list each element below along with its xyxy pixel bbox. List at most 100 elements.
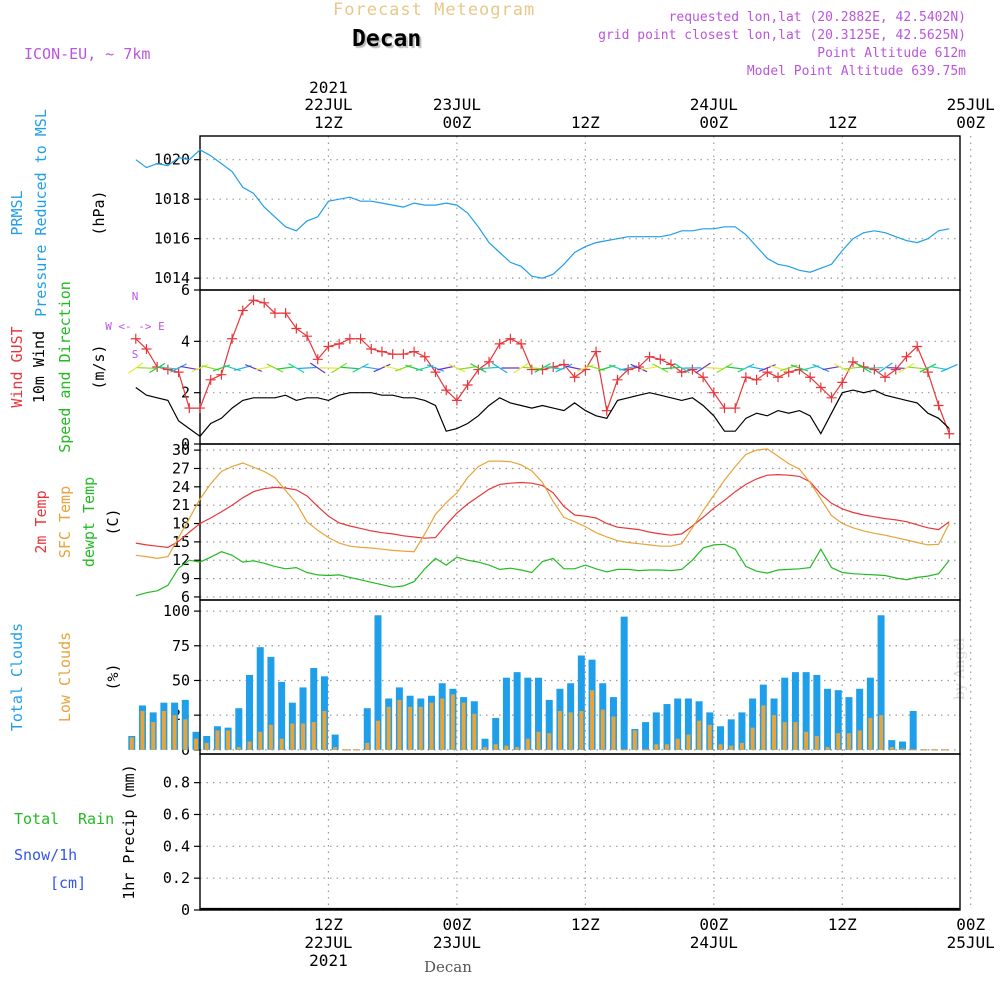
wind-arrow bbox=[661, 366, 681, 370]
y-tick-label: 0 bbox=[181, 435, 190, 453]
gust-marker bbox=[687, 364, 698, 375]
total-cloud-bar bbox=[717, 726, 725, 750]
wind-arrow bbox=[695, 362, 711, 374]
wind-arrow bbox=[843, 366, 862, 370]
gust-marker bbox=[526, 364, 537, 375]
low-cloud-bar bbox=[879, 715, 884, 750]
low-cloud-bar bbox=[161, 710, 166, 750]
total-cloud-bar bbox=[856, 688, 864, 750]
y-tick-label: 21 bbox=[172, 496, 190, 514]
low-cloud-bar bbox=[311, 722, 316, 750]
wind-arrow bbox=[448, 363, 466, 373]
wind-arrow bbox=[608, 364, 627, 372]
low-cloud-bar bbox=[772, 715, 777, 750]
wind-arrow bbox=[470, 363, 487, 373]
model-altitude: Model Point Altitude 639.75m bbox=[746, 64, 966, 79]
total-cloud-bar bbox=[535, 677, 543, 750]
gust-marker bbox=[376, 346, 387, 357]
gust-marker bbox=[837, 377, 848, 388]
low-cloud-bar bbox=[333, 747, 338, 750]
wind-arrow bbox=[340, 366, 359, 370]
low-cloud-bar bbox=[868, 717, 873, 750]
wind-arrow bbox=[630, 363, 648, 373]
wind-arrow bbox=[865, 367, 884, 369]
top-time-label: 2021 bbox=[309, 78, 348, 97]
low-cloud-bar bbox=[664, 744, 669, 750]
wind-arrow bbox=[534, 363, 551, 373]
wind-arrow bbox=[458, 366, 477, 370]
gust-marker bbox=[912, 341, 923, 352]
total-cloud-bar bbox=[866, 677, 874, 750]
wind-arrow bbox=[929, 365, 948, 371]
wind-arrow bbox=[362, 365, 381, 371]
y-tick-label: 1020 bbox=[154, 151, 190, 169]
axis-label: (%) bbox=[104, 663, 122, 690]
low-cloud-bar bbox=[600, 709, 605, 750]
wind-arrow bbox=[940, 363, 958, 373]
location-title: Decan bbox=[352, 26, 422, 52]
y-tick-label: 75 bbox=[172, 637, 190, 655]
total-cloud-bar bbox=[888, 740, 896, 750]
low-cloud-bar bbox=[632, 730, 637, 750]
wind-arrow bbox=[170, 363, 187, 373]
total-cloud-bar bbox=[727, 719, 735, 750]
wind-arrow bbox=[331, 362, 348, 374]
axis-label: (C) bbox=[104, 508, 122, 535]
bottom-time-label: 12Z bbox=[571, 915, 600, 934]
total-cloud-bar bbox=[845, 697, 853, 750]
bottom-time-label: 25JUL bbox=[947, 933, 995, 952]
gust-marker bbox=[302, 331, 313, 342]
gust-marker bbox=[312, 354, 323, 365]
gust-marker bbox=[205, 374, 216, 385]
gust-marker bbox=[419, 351, 430, 362]
low-cloud-bar bbox=[151, 722, 156, 750]
top-time-label: 00Z bbox=[699, 113, 728, 132]
low-cloud-bar bbox=[290, 723, 295, 750]
gust-marker bbox=[259, 297, 270, 308]
gust-marker bbox=[441, 385, 452, 396]
axis-label: PRMSL bbox=[8, 190, 26, 235]
low-cloud-bar bbox=[557, 710, 562, 750]
y-tick-label: 1014 bbox=[154, 269, 190, 287]
gust-marker bbox=[591, 346, 602, 357]
wind-arrow bbox=[886, 367, 905, 369]
wind-arrow bbox=[704, 366, 723, 370]
low-cloud-bar bbox=[504, 745, 509, 750]
low-cloud-bar bbox=[718, 744, 723, 750]
low-cloud-bar bbox=[386, 706, 391, 750]
bottom-time-label: 12Z bbox=[314, 915, 343, 934]
y-tick-label: 30 bbox=[172, 441, 190, 459]
low-cloud-bar bbox=[675, 738, 680, 750]
low-cloud-bar bbox=[215, 730, 220, 750]
top-time-label: 00Z bbox=[956, 113, 985, 132]
top-time-label: 25JUL bbox=[947, 95, 995, 114]
panel-1: 1014 1016 1018 1020 bbox=[154, 135, 972, 291]
gust-marker bbox=[462, 379, 473, 390]
wind-arrow bbox=[652, 363, 669, 373]
bottom-time-label: 23JUL bbox=[433, 933, 481, 952]
gust-marker bbox=[516, 338, 527, 349]
precip-snow-label: Snow/1h bbox=[14, 846, 77, 864]
y-tick-label: 0.4 bbox=[163, 837, 190, 855]
total-cloud-bar bbox=[781, 677, 789, 750]
gust-marker bbox=[291, 323, 302, 334]
gust-marker bbox=[944, 428, 955, 439]
total-cloud-bar bbox=[310, 667, 318, 750]
gust-marker bbox=[708, 387, 719, 398]
wind-arrow bbox=[737, 363, 755, 373]
bottom-location-label: Decan bbox=[424, 958, 472, 976]
gust-marker bbox=[569, 372, 580, 383]
gust-marker bbox=[773, 372, 784, 383]
low-cloud-bar bbox=[590, 690, 595, 750]
gust-marker bbox=[815, 382, 826, 393]
low-cloud-bar bbox=[525, 738, 530, 750]
top-time-label: 22JUL bbox=[304, 95, 352, 114]
low-cloud-bar bbox=[611, 716, 616, 750]
low-cloud-bar bbox=[472, 713, 477, 750]
gust-marker bbox=[740, 372, 751, 383]
point-altitude: Point Altitude 612m bbox=[817, 46, 966, 61]
gust-marker bbox=[323, 341, 334, 352]
total-cloud-bar bbox=[278, 681, 286, 750]
gust-marker bbox=[366, 344, 377, 355]
